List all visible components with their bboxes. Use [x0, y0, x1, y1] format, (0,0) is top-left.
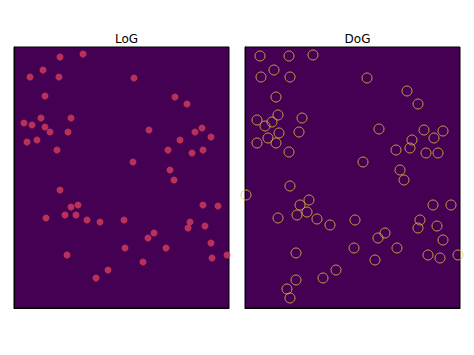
svg-text:DoG: DoG: [345, 32, 371, 46]
svg-text:LoG: LoG: [115, 32, 138, 46]
